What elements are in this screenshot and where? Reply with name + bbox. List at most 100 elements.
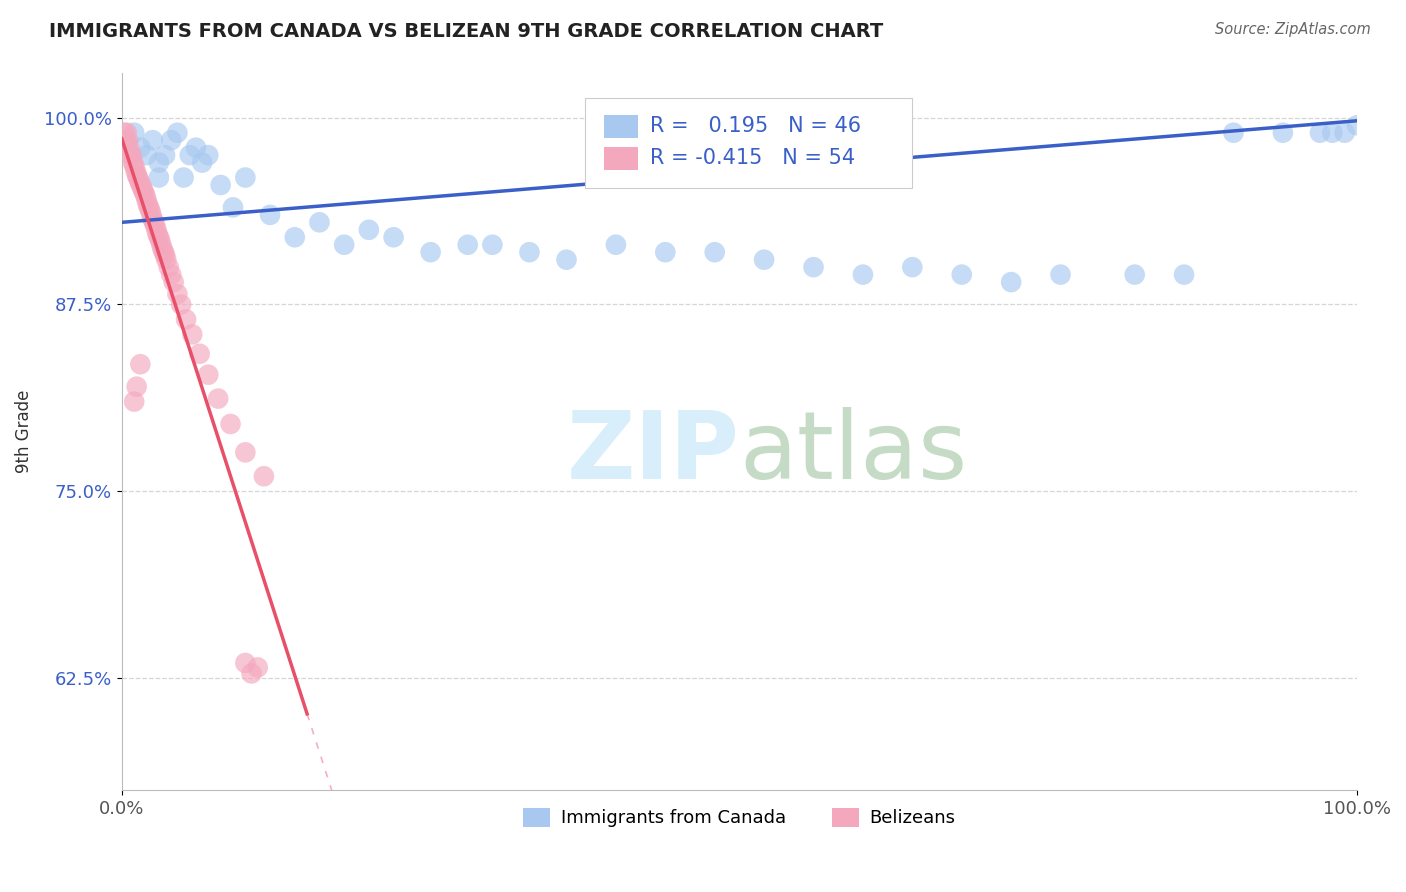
Point (654, 245, 676, 260)
Point (148, 170, 170, 185)
Point (253, 469, 276, 483)
Point (1173, 268, 1195, 282)
Point (166, 126, 188, 140)
Point (125, 379, 148, 393)
Point (333, 237, 356, 252)
Point (141, 208, 163, 222)
Point (122, 155, 145, 169)
Point (135, 148, 157, 162)
Point (235, 445, 257, 459)
Text: atlas: atlas (740, 407, 967, 499)
Point (357, 223, 380, 237)
Point (219, 417, 242, 431)
Point (160, 133, 183, 147)
Point (235, 170, 257, 185)
Point (160, 268, 183, 282)
Point (179, 148, 201, 162)
Point (752, 252, 775, 267)
Point (1123, 268, 1146, 282)
Point (121, 148, 143, 162)
Point (209, 178, 232, 192)
Point (481, 237, 503, 252)
Point (1322, 126, 1344, 140)
Point (135, 193, 157, 207)
Point (131, 179, 153, 194)
Point (246, 660, 269, 674)
Point (703, 245, 725, 260)
Point (115, 126, 138, 140)
Point (1049, 268, 1071, 282)
Point (1271, 126, 1294, 140)
Point (143, 219, 166, 233)
Point (284, 230, 307, 244)
Point (901, 260, 924, 274)
Point (1000, 275, 1022, 289)
Point (149, 233, 172, 247)
Point (120, 148, 142, 162)
Text: ZIP: ZIP (567, 407, 740, 499)
Point (129, 177, 152, 191)
Text: R =   0.195   N = 46: R = 0.195 N = 46 (651, 116, 862, 136)
Point (118, 141, 141, 155)
Point (419, 245, 441, 260)
Point (145, 223, 167, 237)
Point (235, 656, 257, 670)
Point (605, 237, 627, 252)
Point (555, 252, 578, 267)
Point (114, 133, 136, 147)
Text: IMMIGRANTS FROM CANADA VS BELIZEAN 9TH GRADE CORRELATION CHART: IMMIGRANTS FROM CANADA VS BELIZEAN 9TH G… (49, 22, 883, 41)
Point (197, 148, 219, 162)
Point (197, 368, 219, 382)
Point (142, 215, 165, 229)
Point (950, 268, 973, 282)
Point (142, 212, 165, 227)
FancyBboxPatch shape (585, 98, 912, 187)
Point (188, 347, 211, 361)
Point (134, 188, 156, 202)
Point (129, 357, 152, 371)
Point (191, 155, 214, 169)
Bar (603, 147, 638, 169)
Bar (603, 114, 638, 137)
Point (125, 168, 148, 182)
Point (173, 170, 195, 185)
Point (181, 327, 204, 342)
Point (122, 126, 145, 140)
Point (457, 237, 479, 252)
Point (132, 186, 155, 200)
Point (124, 163, 146, 178)
Point (122, 159, 145, 173)
Point (852, 268, 875, 282)
Point (148, 155, 170, 169)
Text: Source: ZipAtlas.com: Source: ZipAtlas.com (1215, 22, 1371, 37)
Point (129, 141, 152, 155)
Point (184, 141, 207, 155)
Point (382, 230, 405, 244)
Point (142, 133, 165, 147)
Point (240, 666, 263, 681)
Point (146, 227, 169, 242)
Point (139, 203, 162, 218)
Point (132, 182, 155, 196)
Point (174, 312, 197, 326)
Point (519, 245, 541, 260)
Point (163, 275, 186, 289)
Point (1309, 126, 1331, 140)
Point (1333, 126, 1355, 140)
Text: R = -0.415   N = 54: R = -0.415 N = 54 (651, 148, 856, 169)
Point (155, 252, 177, 267)
Point (222, 201, 245, 215)
Point (122, 394, 145, 409)
Point (170, 297, 193, 311)
Point (803, 260, 825, 274)
Point (157, 260, 180, 274)
Point (153, 148, 176, 162)
Point (308, 215, 330, 229)
Point (128, 173, 150, 187)
Point (150, 237, 173, 252)
Point (153, 245, 176, 260)
Point (112, 126, 135, 140)
Point (166, 287, 188, 301)
Point (117, 133, 139, 147)
Point (207, 392, 229, 406)
